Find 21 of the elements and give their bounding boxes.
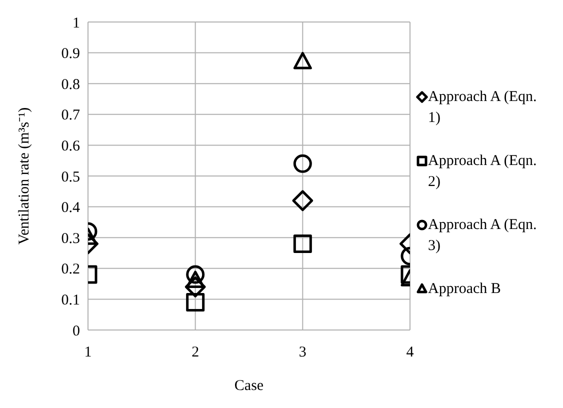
y-tick-label: 0.4 <box>61 200 80 216</box>
x-axis-title: Case <box>234 378 264 394</box>
x-tick-label: 2 <box>192 344 200 361</box>
x-tick-label: 3 <box>298 344 306 361</box>
y-tick-label: 0.2 <box>61 262 80 278</box>
y-tick-label: 0.3 <box>61 230 80 247</box>
y-tick-label: 0.9 <box>61 46 80 62</box>
y-tick-label: 0.8 <box>61 76 80 93</box>
legend-label: Approach B <box>428 280 502 298</box>
y-tick-label: 0.7 <box>61 108 80 124</box>
y-tick-label: 1 <box>72 15 80 32</box>
y-tick-label: 0.6 <box>61 138 80 155</box>
y-tick-label: 0.1 <box>61 292 80 309</box>
x-tick-label: 4 <box>406 344 414 361</box>
y-tick-label: 0.5 <box>61 169 80 186</box>
y-axis-title: Ventilation rate (m³s⁻¹) <box>16 107 32 245</box>
y-tick-label: 0 <box>72 323 80 340</box>
legend-label: Approach A (Eqn. 2) <box>428 152 538 192</box>
legend-label: Approach A (Eqn. 3) <box>428 216 538 256</box>
legend-label: Approach A (Eqn. 1) <box>428 88 538 128</box>
x-tick-label: 1 <box>84 344 92 361</box>
